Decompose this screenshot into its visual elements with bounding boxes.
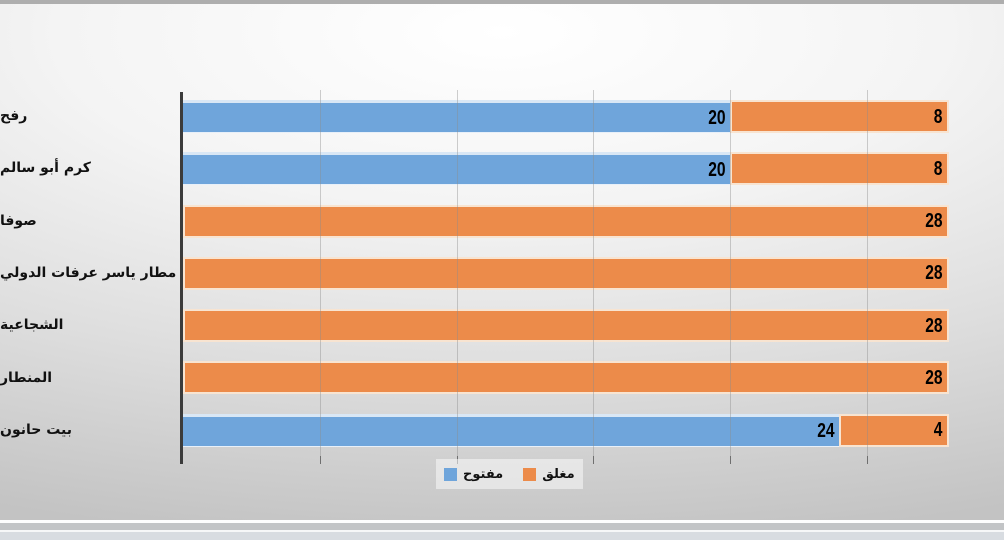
- value-gridline: [456, 90, 458, 456]
- bar-segment-closed[interactable]: 8: [730, 100, 949, 133]
- bar-segment-closed[interactable]: 28: [183, 309, 949, 343]
- data-label: 28: [924, 262, 943, 285]
- category-label: مطار ياسر عرفات الدولي: [0, 264, 177, 281]
- bar-segment-open[interactable]: 20: [183, 152, 730, 186]
- data-label: 20: [707, 106, 726, 129]
- plot-area: 20 8 20 8 28 28 28 28 24 4: [183, 90, 1003, 456]
- value-gridline: [319, 90, 321, 456]
- value-gridline: [730, 90, 731, 456]
- data-label: 28: [924, 210, 943, 233]
- data-label: 28: [924, 366, 943, 389]
- slide-bottom-highlight: [0, 520, 1004, 523]
- category-axis-labels: رفح كرم أبو سالم صوفا مطار ياسر عرفات الدول…: [0, 90, 177, 456]
- value-axis-tick: [319, 456, 321, 464]
- slide-bottom-edge: [0, 523, 1004, 530]
- bar-segment-closed[interactable]: 28: [183, 361, 949, 395]
- value-gridline: [593, 90, 595, 456]
- category-label: كرم أبو سالم: [0, 160, 91, 177]
- bar-segment-closed[interactable]: 4: [839, 413, 949, 447]
- category-label: بيت حانون: [0, 421, 72, 438]
- bar-segment-closed[interactable]: 8: [730, 152, 949, 186]
- category-label: رفح: [0, 108, 28, 125]
- data-label: 8: [933, 105, 943, 128]
- value-axis-tick: [730, 456, 731, 464]
- bar-segment-closed[interactable]: 28: [183, 204, 949, 238]
- category-axis-line: [180, 92, 183, 464]
- value-gridline: [866, 90, 868, 456]
- bar-segment-closed[interactable]: 28: [183, 256, 949, 290]
- data-label: 8: [933, 157, 943, 180]
- chart-legend[interactable]: مفتوح مغلق: [436, 459, 583, 489]
- category-label: المنطار: [0, 369, 53, 386]
- data-label: 28: [924, 314, 943, 337]
- value-axis-tick: [866, 456, 868, 464]
- slide-bottom-highlight-2: [0, 530, 1004, 532]
- data-label: 20: [707, 158, 726, 181]
- category-label: صوفا: [0, 212, 37, 229]
- legend-label-open: مفتوح: [463, 466, 504, 482]
- data-label: 4: [933, 419, 943, 442]
- window-footer-strip: [0, 532, 1004, 540]
- data-label: 24: [817, 420, 835, 443]
- value-axis-tick: [593, 456, 595, 464]
- legend-label-closed: مغلق: [542, 466, 575, 482]
- slide-top-edge: [0, 0, 1004, 4]
- legend-swatch-closed-icon: [523, 467, 537, 481]
- category-label: الشجاعية: [0, 317, 64, 334]
- bar-segment-open[interactable]: 24: [183, 413, 840, 447]
- bar-segment-open[interactable]: 20: [183, 100, 730, 133]
- legend-swatch-open-icon: [444, 467, 457, 481]
